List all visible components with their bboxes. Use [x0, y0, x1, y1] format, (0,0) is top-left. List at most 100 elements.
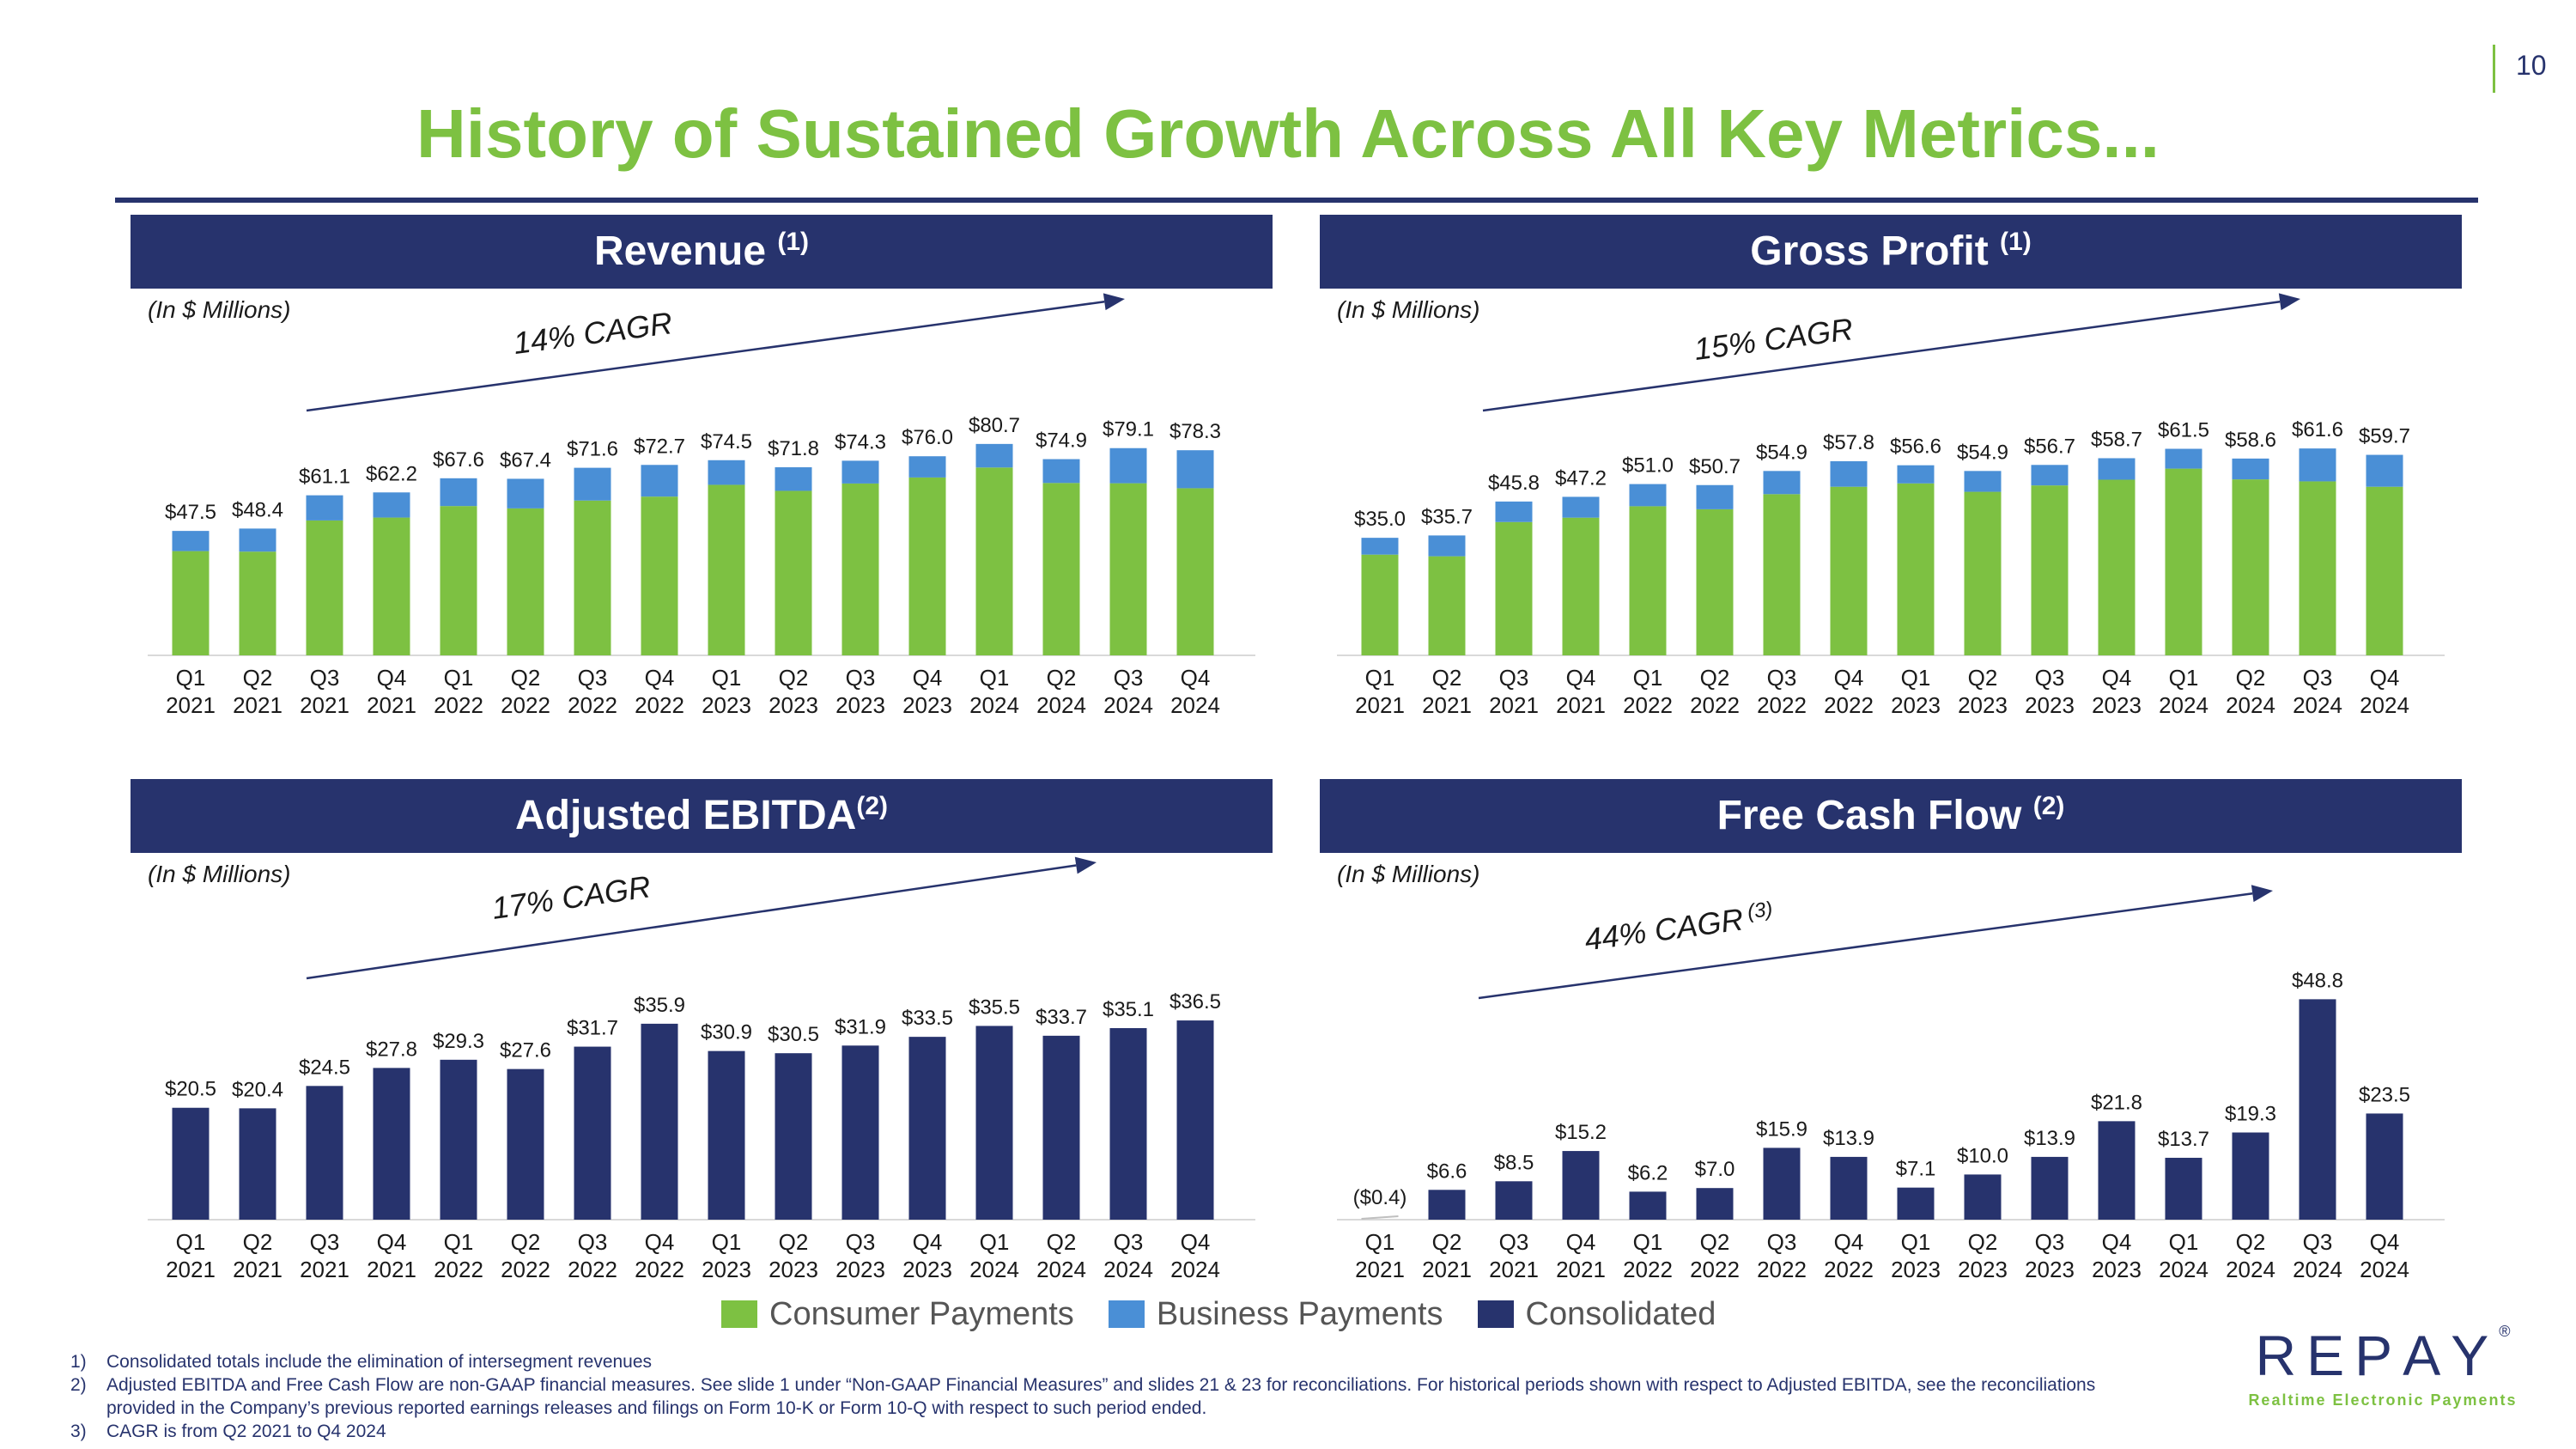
- bar-consolidated: [239, 1108, 276, 1220]
- data-label: $71.8: [768, 437, 819, 460]
- cagr-arrow-head: [2251, 885, 2273, 903]
- page-number-divider: [2493, 45, 2495, 93]
- cagr-label: 14% CAGR: [511, 305, 674, 361]
- bar-consumer: [1495, 521, 1533, 655]
- bar-consolidated: [2165, 1157, 2202, 1220]
- title-underline: [115, 198, 2478, 203]
- bar-business: [1428, 535, 1466, 557]
- bar-consumer: [1629, 506, 1667, 655]
- bar-consumer: [574, 500, 611, 655]
- tick-label-year: 2021: [1556, 1257, 1606, 1282]
- legend: Consumer Payments Business Payments Cons…: [721, 1295, 1716, 1333]
- tick-label-quarter: Q4: [377, 1229, 407, 1255]
- cagr-arrow-line: [1482, 301, 2281, 412]
- logo-letter: R: [2255, 1324, 2307, 1387]
- bar-business: [1562, 496, 1600, 518]
- data-label: $7.1: [1896, 1158, 1936, 1181]
- adjusted-ebitda-header: Adjusted EBITDA(2): [131, 779, 1273, 853]
- data-label: $48.4: [232, 498, 283, 521]
- bar-business: [641, 465, 678, 497]
- tick-label-year: 2021: [1556, 692, 1606, 718]
- bar-consumer: [841, 483, 879, 655]
- data-label: $48.8: [2292, 969, 2343, 992]
- bar-consumer: [2299, 481, 2336, 655]
- tick-label-year: 2022: [635, 692, 684, 718]
- tick-label-quarter: Q2: [1700, 665, 1730, 691]
- tick-label-quarter: Q2: [779, 665, 809, 691]
- tick-label-year: 2023: [1958, 692, 2008, 718]
- data-label: $76.0: [902, 426, 953, 449]
- tick-label-year: 2024: [2360, 692, 2409, 718]
- data-label: $13.7: [2158, 1128, 2209, 1151]
- page-title: History of Sustained Growth Across All K…: [416, 95, 2160, 172]
- tick-label-year: 2021: [367, 1257, 416, 1282]
- tick-label-quarter: Q1: [444, 1229, 474, 1255]
- data-label: $62.2: [366, 462, 417, 485]
- bar-consumer: [775, 490, 812, 655]
- tick-label-year: 2021: [1422, 1257, 1472, 1282]
- tick-label-year: 2023: [2092, 1257, 2142, 1282]
- tick-label-quarter: Q1: [1633, 1229, 1663, 1255]
- free-cash-flow-panel: Free Cash Flow (2) (In $ Millions) 44% C…: [1320, 779, 2462, 1294]
- bar-negative-marker: [1361, 1215, 1399, 1220]
- tick-label-year: 2023: [1891, 692, 1941, 718]
- consumer-swatch: [721, 1300, 757, 1328]
- free-cash-flow-title: Free Cash Flow: [1716, 793, 2022, 838]
- tick-label-year: 2023: [702, 1257, 751, 1282]
- cagr-note: (3): [1746, 898, 1774, 924]
- footnotes: 1) Consolidated totals include the elimi…: [70, 1350, 2097, 1443]
- cagr-arrow-line: [306, 301, 1105, 412]
- data-label: $51.0: [1622, 454, 1674, 478]
- bar-business: [2366, 454, 2403, 487]
- bar-business: [1897, 465, 1935, 484]
- logo-letter: Y: [2451, 1324, 2500, 1387]
- data-label: $24.5: [299, 1056, 350, 1079]
- bar-consumer: [975, 467, 1013, 655]
- tick-label-year: 2024: [2360, 1257, 2409, 1282]
- tick-label-quarter: Q1: [444, 665, 474, 691]
- bar-consolidated: [440, 1059, 477, 1220]
- bar-consolidated: [775, 1053, 812, 1220]
- tick-label-quarter: Q4: [377, 665, 407, 691]
- bar-business: [908, 456, 946, 478]
- bar-business: [1176, 450, 1214, 489]
- bar-business: [2031, 465, 2069, 486]
- bar-business: [2165, 448, 2202, 469]
- data-label: $7.0: [1695, 1158, 1735, 1181]
- data-label: $36.5: [1170, 990, 1221, 1014]
- bar-business: [574, 467, 611, 501]
- tick-label-quarter: Q4: [2102, 665, 2132, 691]
- footnote-text: CAGR is from Q2 2021 to Q4 2024: [106, 1422, 386, 1441]
- data-label: $13.9: [1823, 1127, 1874, 1150]
- adjusted-ebitda-title-note: (2): [856, 792, 888, 820]
- tick-label-quarter: Q3: [1767, 665, 1797, 691]
- bar-consolidated: [2098, 1121, 2136, 1220]
- bar-business: [775, 467, 812, 491]
- tick-label-quarter: Q3: [1499, 1229, 1529, 1255]
- bar-consolidated: [1629, 1191, 1667, 1220]
- tick-label-year: 2022: [1824, 1257, 1874, 1282]
- tick-label-year: 2021: [300, 692, 349, 718]
- tick-label-quarter: Q4: [2102, 1229, 2132, 1255]
- tick-label-year: 2023: [769, 1257, 818, 1282]
- gross-profit-title-note: (1): [2000, 228, 2032, 256]
- tick-label-year: 2021: [300, 1257, 349, 1282]
- tick-label-quarter: Q4: [2370, 1229, 2400, 1255]
- bar-consumer: [2165, 468, 2202, 655]
- data-label: $47.5: [165, 501, 216, 524]
- data-label: $30.5: [768, 1023, 819, 1046]
- bar-consolidated: [574, 1046, 611, 1220]
- data-label: $57.8: [1823, 431, 1874, 454]
- bar-business: [1629, 484, 1667, 507]
- data-label: $6.6: [1427, 1160, 1467, 1183]
- tick-label-year: 2022: [1824, 692, 1874, 718]
- bar-consolidated: [1763, 1148, 1801, 1220]
- tick-label-year: 2024: [1103, 1257, 1153, 1282]
- bar-consumer: [2098, 479, 2136, 655]
- data-label: $33.7: [1036, 1006, 1087, 1029]
- cagr-arrow-line: [1478, 892, 2253, 1000]
- bar-consolidated: [1964, 1174, 2002, 1220]
- tick-label-year: 2023: [1958, 1257, 2008, 1282]
- cagr-arrow-head: [1074, 856, 1097, 874]
- data-label: $30.9: [701, 1021, 752, 1044]
